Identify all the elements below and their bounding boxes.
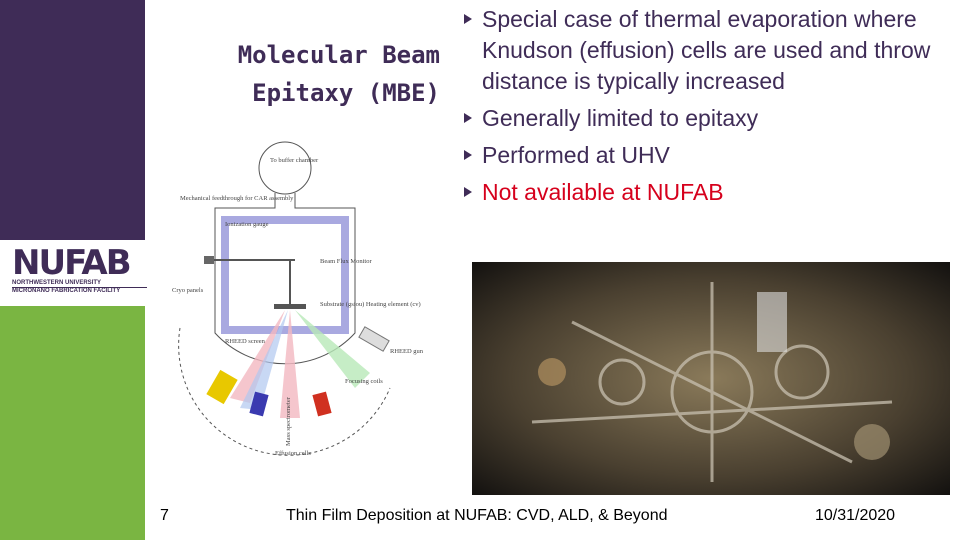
title-line: Epitaxy (MBE) (252, 79, 440, 107)
diagram-label: To buffer chamber (270, 157, 319, 164)
diagram-label: Effusion cells (275, 450, 311, 457)
bullet-text: Generally limited to epitaxy (482, 105, 759, 131)
diagram-label: Mechanical feedthrough for CAR assembly (180, 195, 294, 202)
diagram-label: Mass spectrometer (285, 396, 292, 446)
mbe-photo (472, 262, 950, 495)
bullet: Performed at UHV (462, 140, 932, 171)
diagram-label: Substrate (gsiou) Heating element (cv) (320, 301, 421, 308)
bullet-text: Performed at UHV (482, 142, 670, 168)
logo-line: MICRONANO FABRICATION FACILITY (12, 287, 147, 295)
logo-name: NUFAB (12, 243, 132, 283)
slide-title: Molecular Beam Epitaxy (MBE) (238, 36, 440, 112)
logo-line: NORTHWESTERN UNIVERSITY (12, 280, 102, 286)
page-number: 7 (160, 507, 169, 524)
diagram-label: Ionization gauge (225, 221, 269, 228)
bullet: Not available at NUFAB (462, 177, 932, 208)
mbe-diagram: To buffer chamber Mechanical feedthrough… (172, 141, 424, 457)
bullet-text: Special case of thermal evaporation wher… (482, 6, 931, 94)
bullet: Special case of thermal evaporation wher… (462, 4, 932, 97)
sidebar-bottom (0, 306, 145, 540)
diagram-label: RHEED screen (225, 338, 266, 345)
sidebar-top (0, 0, 145, 240)
diagram-label: Cryo panels (172, 287, 204, 294)
title-line: Molecular Beam (237, 41, 440, 69)
bullet-text: Not available at NUFAB (482, 179, 724, 205)
diagram-label: Focusing coils (345, 378, 383, 385)
diagram-label: RHEED gun (390, 348, 424, 355)
footer-date: 10/31/2020 (815, 507, 896, 524)
logo: NUFAB NORTHWESTERN UNIVERSITY MICRONANO … (12, 246, 147, 295)
bullet-list: Special case of thermal evaporation wher… (462, 4, 932, 214)
footer-text: Thin Film Deposition at NUFAB: CVD, ALD,… (286, 507, 668, 524)
bullet: Generally limited to epitaxy (462, 103, 932, 134)
diagram-label: Beam Flux Monitor (320, 258, 372, 265)
